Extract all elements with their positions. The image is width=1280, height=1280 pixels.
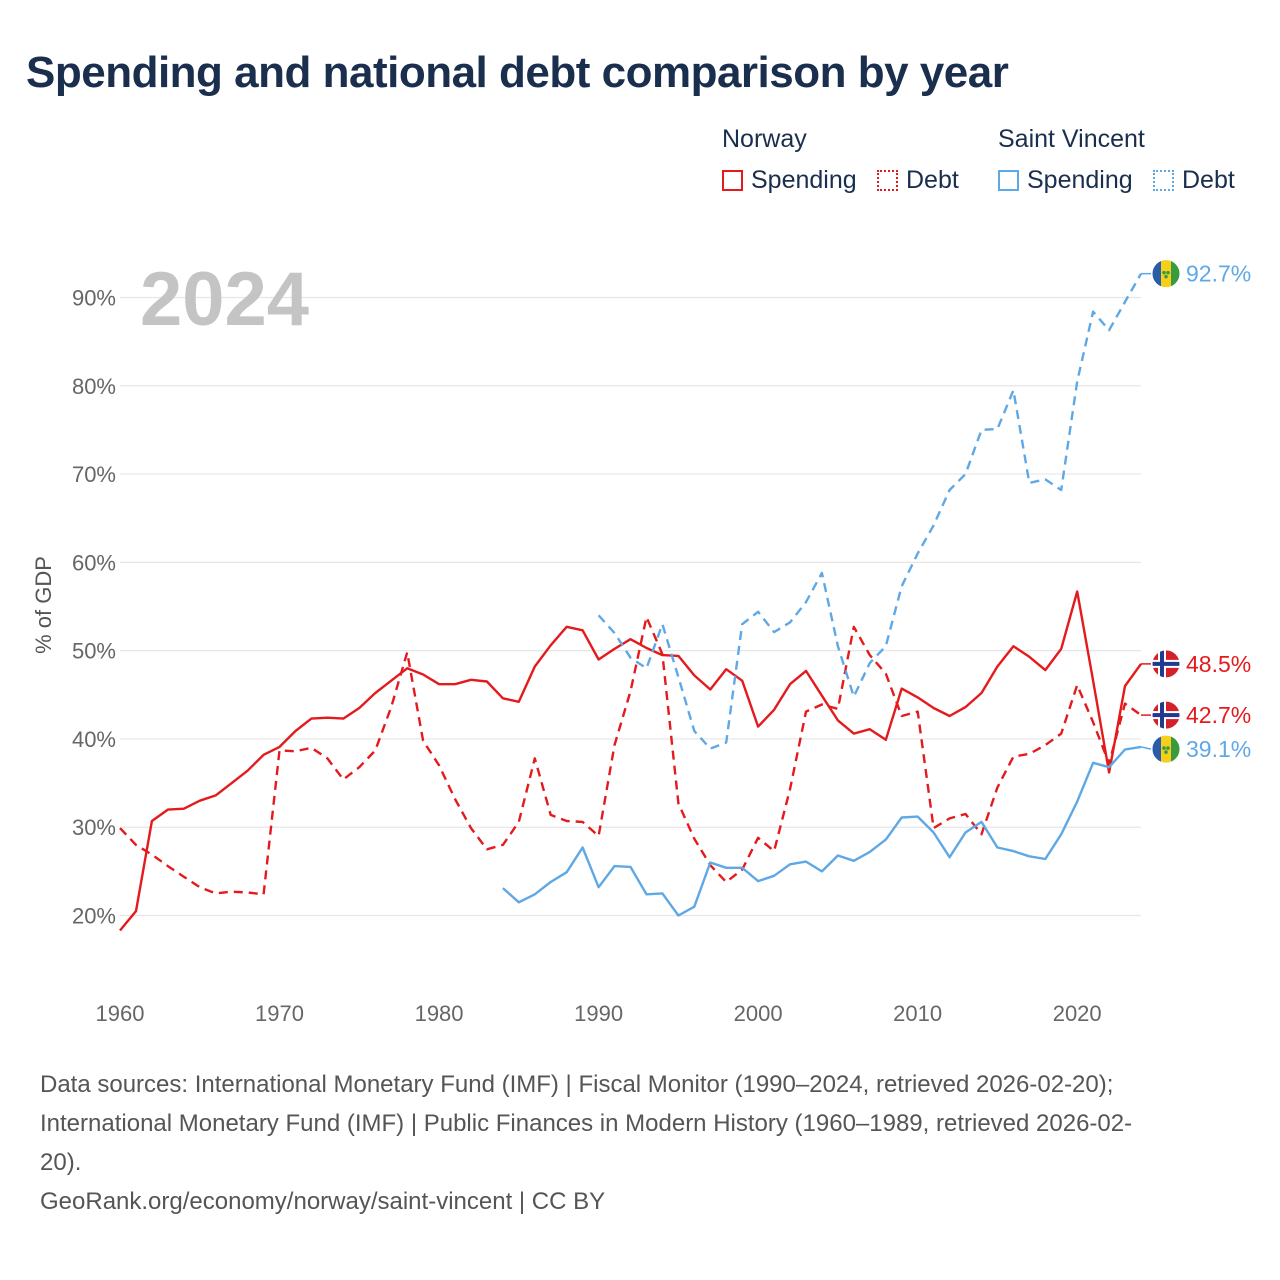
x-axis-ticks: 1960 1970 1980 1990 2000 2010 2020: [96, 1001, 1102, 1026]
end-labels: 92.7% 48.5% 42.7% 39.1%: [1140, 259, 1251, 764]
legend-label: Debt: [1182, 166, 1235, 194]
source-line-1: Data sources: International Monetary Fun…: [40, 1071, 1114, 1098]
legend-norway-debt[interactable]: Debt: [877, 166, 959, 195]
chart-title: Spending and national debt comparison by…: [26, 48, 1009, 97]
norway-flag-icon: [1151, 700, 1181, 730]
x-tick-label: 1990: [574, 1001, 623, 1026]
x-tick-label: 1980: [415, 1001, 464, 1026]
end-value-label: 42.7%: [1186, 702, 1251, 728]
x-tick-label: 2010: [893, 1001, 942, 1026]
x-tick-label: 1970: [255, 1001, 304, 1026]
legend-swatch-solid-blue: [998, 170, 1019, 191]
legend-svg-spending[interactable]: Spending: [998, 166, 1133, 195]
end-value-label: 48.5%: [1186, 651, 1251, 677]
legend-label: Spending: [1027, 166, 1133, 194]
x-tick-label: 2000: [734, 1001, 783, 1026]
x-tick-label: 2020: [1053, 1001, 1102, 1026]
saint-vincent-flag-icon: [1151, 734, 1181, 764]
y-tick-label: 60%: [72, 550, 116, 575]
legend-swatch-solid-red: [722, 170, 743, 191]
series-line-norway-debt[interactable]: [119, 615, 1142, 896]
end-connector: [1140, 746, 1152, 750]
end-value-label: 39.1%: [1186, 736, 1251, 762]
legend-label: Spending: [751, 166, 857, 194]
series-line-saint-vincent-spending[interactable]: [502, 745, 1142, 917]
end-value-label: 92.7%: [1186, 261, 1251, 287]
series-lines: [119, 273, 1143, 932]
x-tick-label: 1960: [96, 1001, 145, 1026]
line-chart: 20% 30% 40% 50% 60% 70% 80% 90% 1960 1970 1980 199…: [31, 257, 1251, 1026]
y-tick-label: 20%: [72, 904, 116, 929]
y-axis-ticks: 20% 30% 40% 50% 60% 70% 80% 90%: [72, 286, 116, 929]
source-line-4[interactable]: GeoRank.org/economy/norway/saint-vincent…: [40, 1188, 606, 1215]
y-tick-label: 70%: [72, 462, 116, 487]
legend-label: Debt: [906, 166, 959, 194]
series-line-saint-vincent-debt[interactable]: [597, 273, 1143, 750]
legend-swatch-dotted-red: [877, 170, 898, 191]
y-tick-label: 50%: [72, 639, 116, 664]
norway-flag-icon: [1151, 649, 1181, 679]
y-tick-label: 90%: [72, 286, 116, 311]
y-axis-label: % of GDP: [31, 556, 56, 654]
legend-group-saint-vincent: Saint Vincent: [998, 125, 1145, 153]
legend-svg-debt[interactable]: Debt: [1153, 166, 1235, 195]
year-label: 2024: [140, 257, 309, 342]
source-line-2: International Monetary Fund (IMF) | Publ…: [40, 1110, 1133, 1137]
source-line-3: 20).: [40, 1149, 82, 1176]
y-tick-label: 30%: [72, 815, 116, 840]
legend-swatch-dotted-blue: [1153, 170, 1174, 191]
gridlines: [120, 296, 1141, 917]
y-tick-label: 40%: [72, 727, 116, 752]
series-line-norway-spending[interactable]: [119, 590, 1142, 932]
saint-vincent-flag-icon: [1151, 259, 1181, 289]
legend-norway-spending[interactable]: Spending: [722, 166, 857, 195]
legend-group-norway: Norway: [722, 125, 807, 153]
y-tick-label: 80%: [72, 374, 116, 399]
